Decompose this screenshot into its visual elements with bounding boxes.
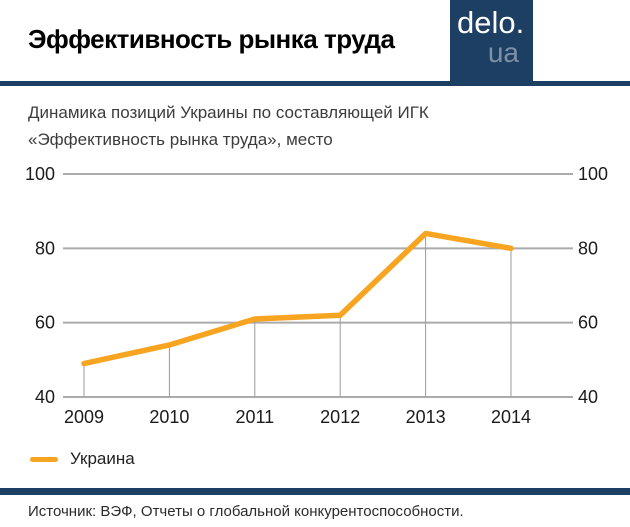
- chart-subtitle-line2: «Эффективность рынка труда», место: [28, 130, 333, 149]
- logo-text-ua: ua: [487, 37, 519, 68]
- x-tick-2014: 2014: [491, 407, 531, 427]
- x-tick-2011: 2011: [235, 407, 274, 427]
- source-note: Источник: ВЭФ, Отчеты о глобальной конку…: [28, 503, 464, 520]
- y-tick-right-60: 60: [578, 313, 598, 333]
- series-line-украина: [81, 230, 514, 367]
- page-title: Эффективность рынка труда: [28, 24, 395, 54]
- footer-divider: [0, 488, 630, 495]
- logo-text-delo: delo.: [457, 5, 525, 40]
- y-tick-left-40: 40: [35, 387, 55, 407]
- chart-subtitle: Динамика позиций Украины по составляющей…: [28, 99, 429, 153]
- legend-line-swatch: [30, 456, 58, 462]
- x-tick-2012: 2012: [320, 407, 360, 427]
- y-tick-left-100: 100: [25, 164, 55, 184]
- chart-legend: Украина: [30, 449, 135, 469]
- y-tick-right-80: 80: [578, 238, 598, 258]
- y-tick-left-80: 80: [35, 238, 55, 258]
- x-tick-2009: 2009: [64, 407, 104, 427]
- line-chart: 40 40 60 60 80 80 100 100 2009 2010 2011 2012 2013 20…: [25, 164, 608, 427]
- chart-subtitle-line1: Динамика позиций Украины по составляющей…: [28, 103, 429, 122]
- x-tick-2013: 2013: [406, 407, 446, 427]
- y-tick-right-100: 100: [578, 164, 608, 184]
- delo-ua-logo: delo. ua: [450, 0, 533, 81]
- legend-label: Украина: [70, 449, 135, 468]
- header-divider: [0, 81, 630, 86]
- x-tick-2010: 2010: [149, 407, 189, 427]
- y-tick-left-60: 60: [35, 313, 55, 333]
- y-tick-right-40: 40: [578, 387, 598, 407]
